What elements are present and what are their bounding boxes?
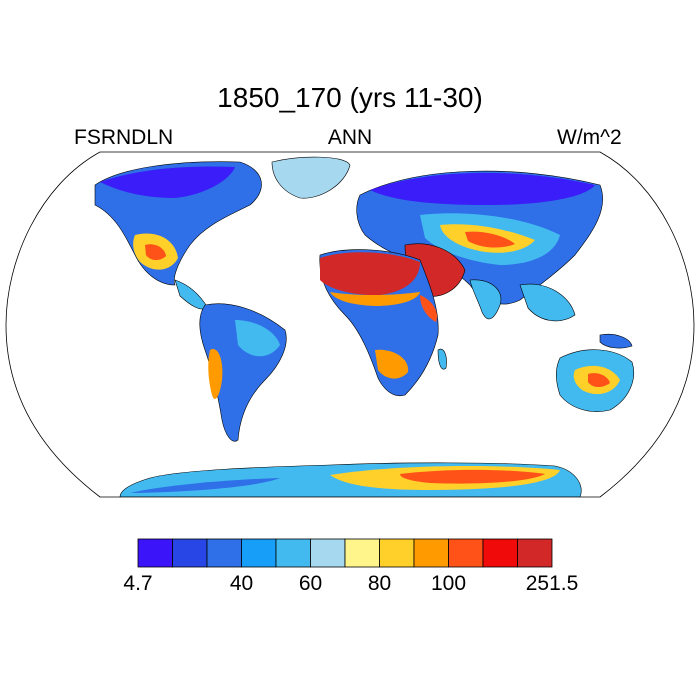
colorbar-tick-label: 80	[367, 572, 392, 595]
season-label: ANN	[327, 126, 373, 149]
madagascar-land	[437, 348, 447, 370]
colorbar-box	[344, 538, 380, 568]
tibet-core	[465, 231, 515, 248]
map-border	[5, 151, 695, 498]
antarctica-core	[400, 469, 545, 484]
colorbar-box	[275, 538, 311, 568]
sahel-band	[330, 292, 420, 306]
variable-label: FSRNDLN	[74, 126, 174, 149]
colorbar-box	[206, 538, 242, 568]
colorbar-box	[413, 538, 449, 568]
colorbar-tick-label: 60	[298, 572, 323, 595]
units-label: W/m^2	[557, 126, 622, 149]
australia-core	[588, 373, 610, 388]
greenland-land	[271, 156, 351, 199]
usa-southwest-core	[145, 244, 166, 261]
colorbar-box	[172, 538, 208, 568]
colorbar-tick-label: 4.7	[123, 572, 153, 595]
colorbar-box	[241, 538, 277, 568]
colorbar-box	[517, 538, 553, 568]
colorbar-tick-label: 251.5	[525, 572, 579, 595]
colorbar-box	[379, 538, 415, 568]
siberia-arctic	[370, 172, 595, 205]
antarctica-coast	[130, 478, 280, 493]
sahara-desert	[320, 252, 420, 296]
colorbar-tick-label: 100	[430, 572, 467, 595]
new-guinea-land	[599, 333, 633, 349]
horn-of-africa	[420, 295, 438, 322]
colorbar-tick-label: 40	[229, 572, 254, 595]
colorbar-box	[310, 538, 346, 568]
andes-dry	[208, 349, 223, 400]
southeast-asia-land	[519, 283, 576, 322]
india-land	[469, 279, 502, 320]
kalahari	[375, 349, 409, 379]
south-america-east	[235, 320, 280, 357]
plot-title: 1850_170 (yrs 11-30)	[217, 82, 483, 113]
colorbar-box	[482, 538, 518, 568]
colorbar-box	[137, 538, 173, 568]
colorbar-boxes	[137, 538, 553, 568]
colorbar-box	[448, 538, 484, 568]
north-america-arctic	[100, 166, 235, 198]
